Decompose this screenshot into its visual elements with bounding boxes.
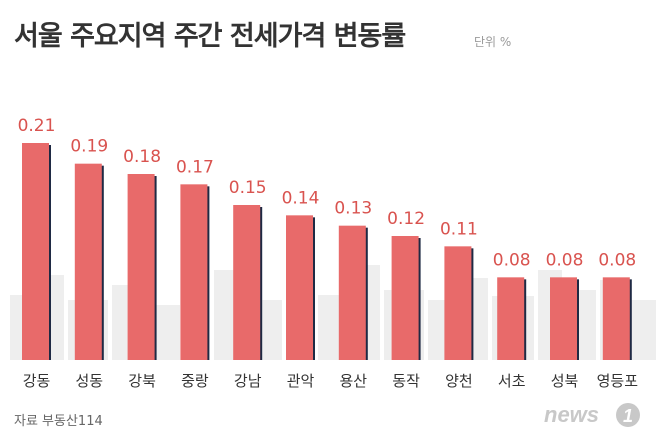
- value-label: 0.11: [440, 219, 478, 239]
- bar: [550, 277, 577, 360]
- category-label: 강남: [234, 372, 262, 390]
- value-label: 0.19: [70, 137, 108, 157]
- bar: [391, 236, 419, 360]
- category-label: 양천: [445, 372, 473, 390]
- value-label: 0.17: [176, 157, 214, 177]
- logo-number: 1: [623, 406, 633, 426]
- category-label: 동작: [392, 372, 420, 390]
- bar: [127, 174, 155, 360]
- value-label: 0.14: [282, 188, 320, 208]
- unit-label: 단위 %: [474, 35, 512, 49]
- value-label: 0.18: [123, 147, 161, 167]
- bar: [233, 205, 261, 360]
- category-label: 성동: [75, 372, 103, 390]
- bar: [74, 163, 102, 360]
- value-label: 0.13: [334, 199, 372, 219]
- logo-circle: [616, 403, 640, 427]
- category-label: 용산: [339, 372, 367, 390]
- bar: [180, 184, 208, 360]
- bar: [444, 246, 472, 360]
- value-labels-group: 0.21 0.19 0.18 0.17 0.15 0.14 0.13 0.12 0.11 0.08…: [18, 116, 637, 270]
- value-label: 0.08: [546, 250, 584, 270]
- value-label: 0.08: [493, 250, 531, 270]
- value-label: 0.21: [18, 116, 56, 136]
- value-label: 0.15: [229, 178, 267, 198]
- value-label: 0.08: [598, 250, 636, 270]
- category-label: 중랑: [181, 372, 209, 390]
- source-note: 자료 부동산114: [14, 414, 103, 429]
- skyline-building: [214, 270, 234, 360]
- category-label: 강북: [128, 372, 156, 390]
- bars-group: [22, 143, 632, 360]
- chart-title: 서울 주요지역 주간 전세가격 변동률: [14, 21, 406, 52]
- bar: [338, 225, 366, 360]
- logo-text: news: [544, 402, 599, 427]
- category-label: 관악: [287, 372, 315, 390]
- bar: [286, 215, 313, 360]
- category-label: 성북: [551, 372, 579, 390]
- value-label: 0.12: [387, 209, 425, 229]
- category-label: 강동: [23, 372, 51, 390]
- bar: [497, 277, 525, 360]
- category-labels-group: 강동 성동 강북 중랑 강남 관악 용산 동작 양천 서초 성북 영등포: [23, 372, 639, 390]
- category-label: 영등포: [597, 372, 639, 390]
- news1-logo: news 1: [544, 402, 640, 427]
- category-label: 서초: [498, 372, 526, 390]
- bar: [602, 277, 630, 360]
- bar: [22, 143, 49, 360]
